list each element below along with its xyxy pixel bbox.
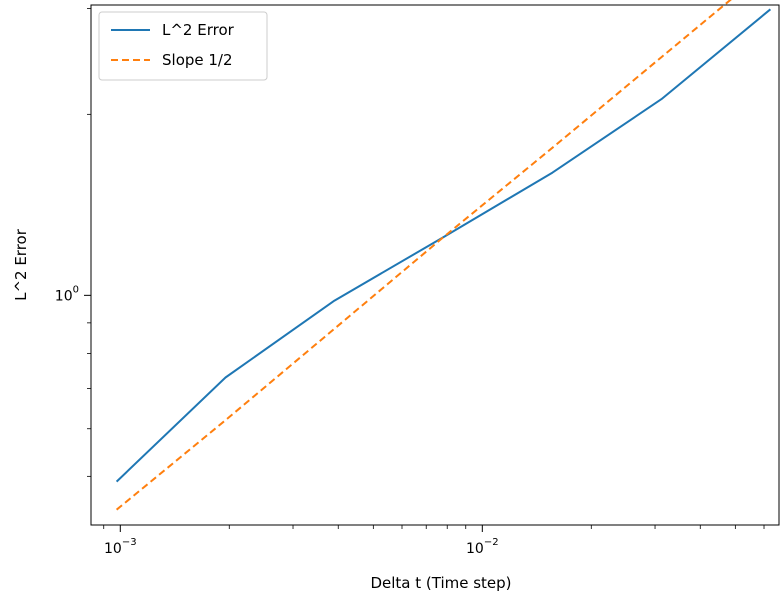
legend-label-slope: Slope 1/2 — [162, 51, 233, 69]
x-axis-label: Delta t (Time step) — [370, 574, 511, 592]
x-tick-label-1: 10−2 — [466, 537, 499, 557]
y-axis-label: L^2 Error — [12, 228, 30, 301]
series-layer — [115, 0, 772, 511]
legend: L^2 Error Slope 1/2 — [98, 11, 268, 81]
legend-label-l2-error: L^2 Error — [162, 21, 235, 39]
ticks-layer: 10−3 10−2 100 — [55, 8, 765, 557]
series-line-0 — [115, 8, 772, 483]
y-tick-label-0: 100 — [55, 284, 79, 304]
x-tick-label-0: 10−3 — [104, 537, 137, 557]
series-line-1 — [115, 0, 732, 511]
plot-area — [90, 4, 780, 526]
